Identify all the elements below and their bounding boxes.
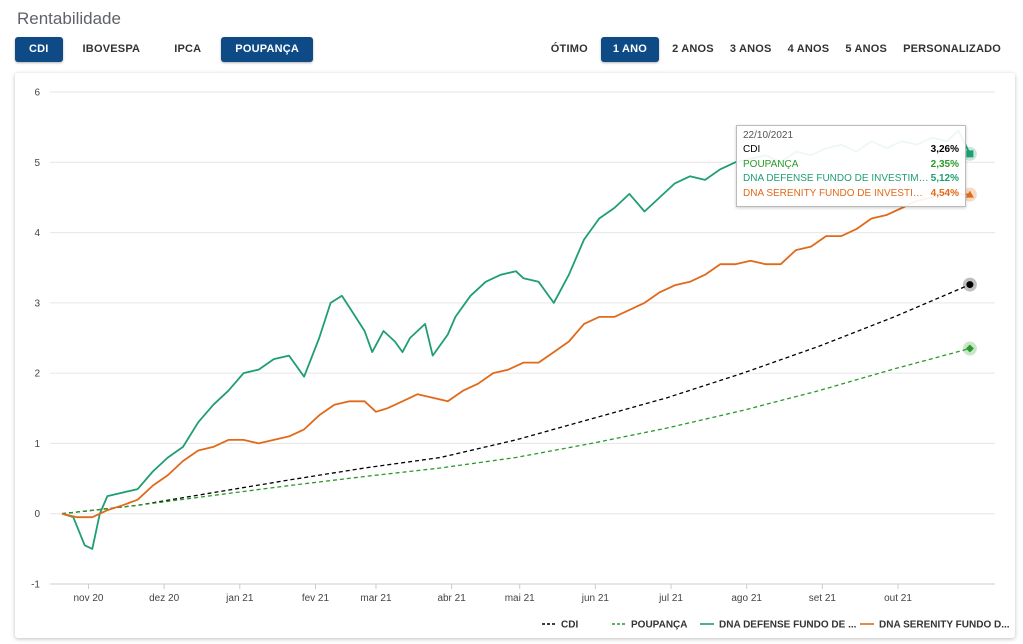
x-tick-label: ago 21	[731, 593, 762, 604]
y-tick-label: 0	[34, 509, 40, 520]
series-line	[61, 189, 970, 519]
series-end-marker	[966, 150, 974, 158]
tooltip-row: DNA SERENITY FUNDO DE INVESTIME... 4,54%	[743, 187, 959, 202]
tooltip-row-label: DNA SERENITY FUNDO DE INVESTIME...	[743, 187, 931, 199]
period-1-ano-button[interactable]: 1 ANO	[600, 37, 660, 62]
period-otimo-button[interactable]: ÓTIMO	[550, 43, 588, 55]
tooltip-row-value: 4,54%	[930, 187, 959, 199]
y-tick-label: 1	[34, 439, 40, 450]
y-tick-label: 4	[34, 228, 40, 239]
y-tick-label: 6	[34, 88, 40, 99]
x-tick-label: dez 20	[149, 593, 179, 604]
x-tick-label: jan 21	[225, 593, 254, 604]
benchmark-poupanca-button[interactable]: POUPANÇA	[221, 37, 314, 62]
x-tick-label: nov 20	[73, 593, 103, 604]
benchmark-toolbar: CDI IBOVESPA IPCA POUPANÇA	[15, 37, 319, 62]
series-end-marker	[965, 190, 974, 198]
x-tick-label: jul 21	[658, 593, 683, 604]
legend-label: CDI	[561, 620, 578, 631]
legend-label: DNA DEFENSE FUNDO DE ...	[719, 620, 857, 631]
tooltip-row: POUPANÇA 2,35%	[743, 158, 959, 173]
tooltip-row-label: CDI	[743, 144, 761, 155]
benchmark-ibovespa-button[interactable]: IBOVESPA	[82, 43, 141, 55]
period-3-anos-button[interactable]: 3 ANOS	[729, 43, 772, 55]
tooltip-row-value: 5,12%	[930, 173, 959, 184]
tooltip-row-value: 2,35%	[930, 158, 959, 170]
tooltip-row-value: 3,26%	[930, 144, 959, 155]
series-line	[61, 347, 971, 515]
tooltip-row-label: DNA DEFENSE FUNDO DE INVESTIMEN...	[743, 173, 931, 184]
x-tick-label: jun 21	[581, 593, 610, 604]
benchmark-cdi-button[interactable]: CDI	[15, 37, 63, 62]
chart-tooltip: 22/10/2021 CDI 3,26% POUPANÇA 2,35% DNA DEFE…	[736, 125, 966, 207]
x-tick-label: fev 21	[302, 593, 330, 604]
x-tick-label: abr 21	[437, 593, 466, 604]
period-personalizado-button[interactable]: PERSONALIZADO	[903, 43, 1001, 55]
series-line	[61, 284, 971, 515]
y-tick-label: -1	[31, 580, 40, 591]
tooltip-row-label: POUPANÇA	[743, 158, 799, 170]
period-4-anos-button[interactable]: 4 ANOS	[787, 43, 830, 55]
period-5-anos-button[interactable]: 5 ANOS	[845, 43, 888, 55]
legend-label: POUPANÇA	[631, 620, 687, 631]
x-tick-label: set 21	[809, 593, 837, 604]
page-title: Rentabilidade	[17, 9, 121, 28]
benchmark-ipca-button[interactable]: IPCA	[174, 43, 202, 55]
period-toolbar: ÓTIMO 1 ANO 2 ANOS 3 ANOS 4 ANOS 5 ANOS …	[543, 37, 1009, 62]
tooltip-row: DNA DEFENSE FUNDO DE INVESTIMEN... 5,12%	[743, 172, 959, 187]
tooltip-row: CDI 3,26%	[743, 143, 959, 158]
x-tick-label: out 21	[884, 593, 912, 604]
y-tick-label: 2	[34, 369, 40, 380]
series-end-marker	[965, 344, 974, 353]
period-2-anos-button[interactable]: 2 ANOS	[672, 43, 714, 55]
legend-label: DNA SERENITY FUNDO D...	[879, 620, 1010, 631]
y-tick-label: 5	[34, 158, 40, 169]
x-tick-label: mar 21	[360, 593, 392, 604]
x-tick-label: mai 21	[505, 593, 535, 604]
series-end-marker	[966, 281, 974, 289]
tooltip-date: 22/10/2021	[743, 130, 794, 141]
y-tick-label: 3	[34, 298, 40, 309]
